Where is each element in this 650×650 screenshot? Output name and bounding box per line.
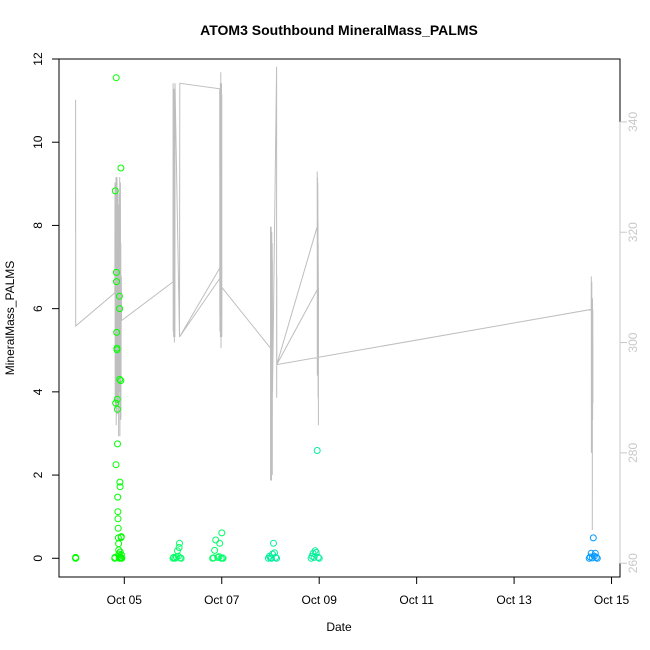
x-tick-label: Oct 05 — [107, 593, 143, 607]
y2-tick-label: 280 — [626, 443, 640, 463]
data-point — [113, 278, 120, 286]
x-tick-label: Oct 07 — [204, 593, 240, 607]
data-point — [211, 546, 219, 554]
data-point — [117, 551, 125, 559]
data-point — [113, 346, 121, 354]
data-point — [114, 493, 122, 501]
data-point — [311, 547, 319, 555]
y2-tick-label: 320 — [626, 222, 640, 242]
y-tick-label: 0 — [31, 555, 45, 562]
data-point — [114, 515, 122, 523]
y-tick-label: 8 — [31, 222, 45, 229]
data-point — [113, 405, 121, 413]
data-point — [116, 375, 124, 383]
data-point — [175, 544, 183, 551]
x-tick-label: Oct 11 — [399, 593, 434, 607]
data-point — [218, 529, 226, 537]
data-point — [116, 483, 124, 491]
right-axis-line-layer — [75, 66, 594, 531]
data-point — [114, 508, 122, 516]
data-point — [116, 478, 124, 486]
y-tick-label: 10 — [31, 135, 45, 149]
data-point — [112, 268, 120, 276]
x-tick-label: Oct 15 — [594, 593, 630, 607]
data-point — [72, 554, 80, 562]
data-point — [112, 461, 120, 469]
y2-tick-label: 340 — [626, 112, 640, 132]
data-point — [114, 440, 121, 448]
y-axis-left: 0 2 4 6 8 10 12 — [31, 52, 60, 562]
y-tick-label: 2 — [31, 471, 45, 478]
data-point — [314, 553, 322, 561]
y-tick-label: 4 — [31, 388, 45, 395]
data-point — [117, 533, 125, 541]
data-point — [117, 377, 125, 385]
data-point — [592, 553, 600, 561]
data-point — [270, 539, 277, 547]
data-point — [177, 554, 185, 562]
data-point — [116, 305, 124, 313]
x-tick-label: Oct 13 — [496, 593, 532, 607]
data-point — [114, 524, 122, 532]
plot-area-border — [58, 58, 621, 578]
data-point — [112, 74, 120, 82]
right-axis-series-line — [75, 66, 594, 531]
data-point — [315, 554, 323, 562]
data-point — [115, 540, 123, 548]
data-point — [216, 539, 224, 547]
data-point — [111, 187, 119, 195]
data-point — [593, 554, 601, 562]
data-point — [219, 554, 227, 562]
y-axis-label: MineralMass_PALMS — [3, 261, 17, 375]
data-point — [113, 395, 121, 403]
chart-title: ATOM3 Southbound MineralMass_PALMS — [200, 22, 478, 38]
data-point — [118, 554, 126, 562]
data-point — [589, 534, 597, 542]
data-point — [215, 553, 223, 561]
data-point — [115, 292, 123, 300]
scatter-points-layer — [72, 74, 601, 562]
y-axis-right: 260 280 300 320 340 — [619, 112, 640, 573]
data-point — [176, 539, 183, 547]
x-tick-label: Oct 09 — [302, 593, 338, 607]
data-point — [113, 328, 121, 336]
data-point — [117, 164, 125, 172]
x-axis-label: Date — [326, 620, 352, 634]
data-point — [212, 536, 220, 544]
data-point — [272, 553, 280, 561]
data-point — [112, 399, 120, 407]
data-point — [313, 447, 321, 454]
y-tick-label: 6 — [31, 305, 45, 312]
data-point — [268, 554, 275, 562]
data-point — [273, 554, 281, 562]
y-tick-label: 12 — [31, 52, 45, 66]
x-axis: Oct 05 Oct 07 Oct 09 Oct 11 Oct 13 Oct 15 — [107, 576, 630, 607]
y2-tick-label: 300 — [626, 332, 640, 352]
y2-tick-label: 260 — [626, 553, 640, 573]
